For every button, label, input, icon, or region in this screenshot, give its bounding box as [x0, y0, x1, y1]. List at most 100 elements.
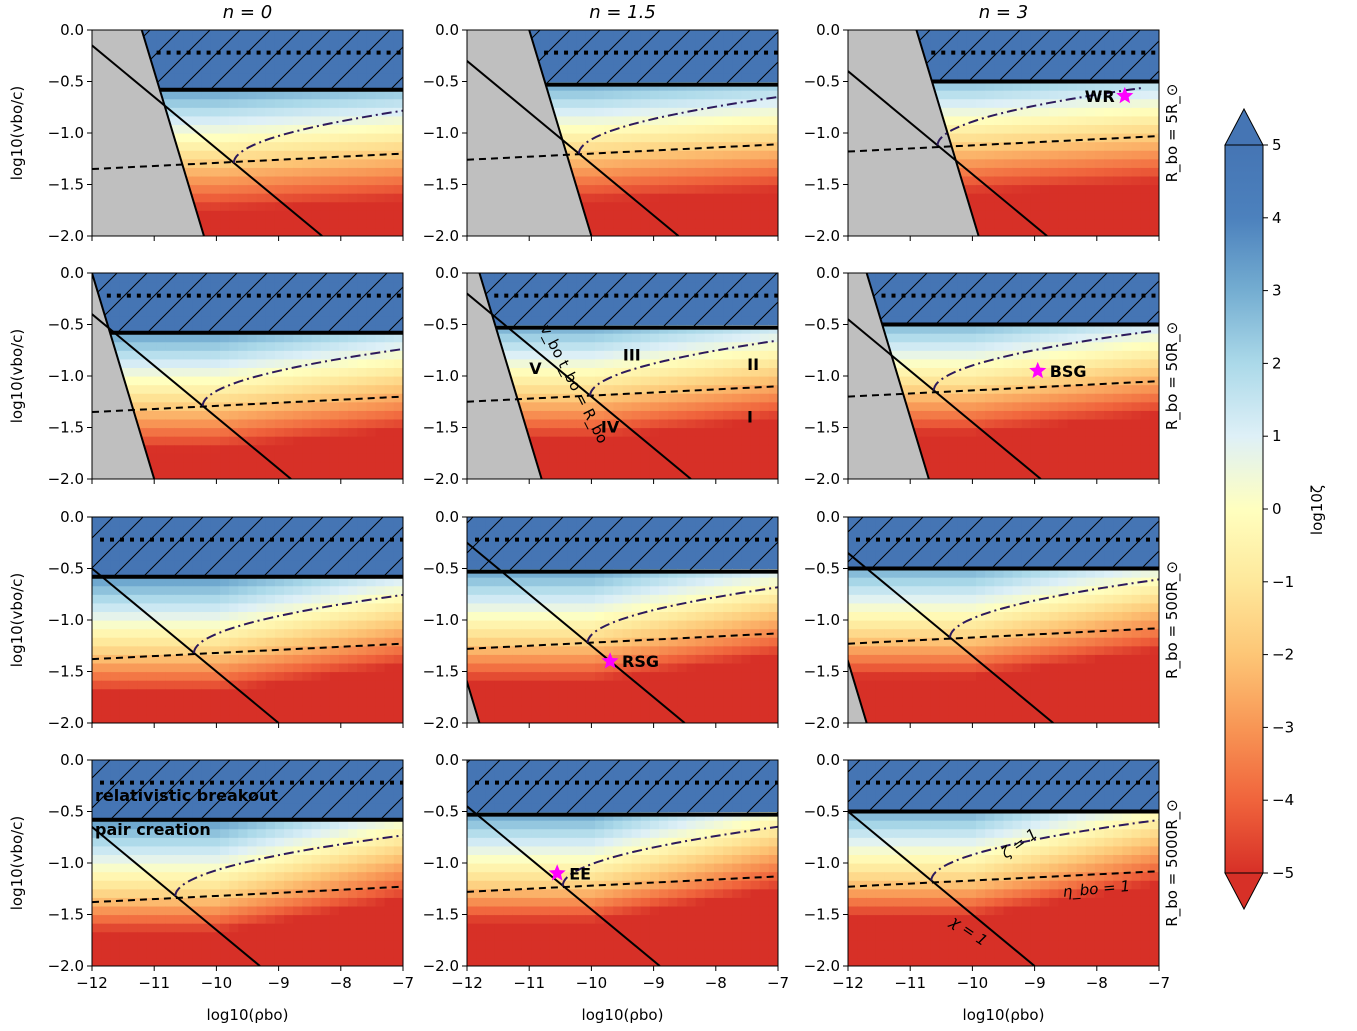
heatmap-cell [376, 428, 386, 437]
heatmap-cell [504, 333, 514, 342]
heatmap-cell [1077, 107, 1087, 116]
heatmap-cell [976, 159, 986, 168]
heatmap-cell [604, 227, 614, 236]
heatmap-cell [558, 462, 568, 471]
heatmap-cell [1113, 470, 1123, 479]
heatmap-cell [202, 453, 212, 462]
heatmap-cell [147, 393, 157, 402]
heatmap-cell [903, 342, 913, 351]
heatmap-cell [1013, 150, 1023, 159]
heatmap-cell [714, 428, 724, 437]
heatmap-cell [156, 453, 166, 462]
heatmap-cell [549, 436, 559, 445]
heatmap-cell [183, 445, 193, 454]
heatmap-cell [1049, 124, 1059, 133]
heatmap-cell [1004, 419, 1014, 428]
heatmap-cell [687, 367, 697, 376]
heatmap-cell [1022, 445, 1032, 454]
heatmap-cell [302, 99, 312, 108]
heatmap-cell [202, 210, 212, 219]
heatmap-cell [994, 150, 1004, 159]
heatmap-cell [677, 385, 687, 394]
heatmap-cell [604, 342, 614, 351]
heatmap-cell [1095, 393, 1105, 402]
heatmap-cell [751, 185, 761, 194]
heatmap-cell [1095, 359, 1105, 368]
heatmap-cell [385, 402, 395, 411]
heatmap-cell [976, 393, 986, 402]
heatmap-cell [650, 133, 660, 142]
heatmap-cell [339, 124, 349, 133]
heatmap-cell [1040, 90, 1050, 99]
heatmap-cell [1058, 333, 1068, 342]
heatmap-cell [211, 342, 221, 351]
heatmap-cell [985, 159, 995, 168]
heatmap-cell [293, 99, 303, 108]
heatmap-cell [330, 402, 340, 411]
heatmap-cell [741, 99, 751, 108]
heatmap-cell [976, 107, 986, 116]
heatmap-cell [659, 150, 669, 159]
heatmap-cell [1022, 133, 1032, 142]
heatmap-cell [1049, 176, 1059, 185]
heatmap-cell [302, 453, 312, 462]
heatmap-cell [312, 385, 322, 394]
heatmap-cell [1150, 210, 1160, 219]
heatmap-cell [1150, 227, 1160, 236]
heatmap-cell [147, 445, 157, 454]
heatmap-cell [339, 342, 349, 351]
heatmap-cell [220, 470, 230, 479]
heatmap-cell [994, 470, 1004, 479]
heatmap-cell [741, 428, 751, 437]
heatmap-cell [1113, 419, 1123, 428]
heatmap-cell [238, 133, 248, 142]
heatmap-cell [312, 107, 322, 116]
heatmap-cell [577, 350, 587, 359]
heatmap-cell [1040, 142, 1050, 151]
heatmap-cell [248, 453, 258, 462]
heatmap-cell [1004, 99, 1014, 108]
heatmap-cell [577, 133, 587, 142]
heatmap-cell [376, 133, 386, 142]
heatmap-cell [1013, 159, 1023, 168]
heatmap-cell [659, 376, 669, 385]
heatmap-cell [613, 159, 623, 168]
heatmap-cell [677, 193, 687, 202]
heatmap-cell [623, 227, 633, 236]
heatmap-cell [985, 350, 995, 359]
heatmap-cell [958, 107, 968, 116]
heatmap-cell [1058, 107, 1068, 116]
heatmap-cell [293, 350, 303, 359]
heatmap-cell [558, 116, 568, 125]
heatmap-cell [1086, 428, 1096, 437]
heatmap-cell [275, 410, 285, 419]
heatmap-cell [696, 116, 706, 125]
heatmap-cell [1086, 150, 1096, 159]
heatmap-cell [930, 462, 940, 471]
heatmap-cell [723, 428, 733, 437]
heatmap-cell [248, 133, 258, 142]
heatmap-cell [586, 99, 596, 108]
heatmap-cell [641, 428, 651, 437]
heatmap-cell [366, 359, 376, 368]
heatmap-cell [595, 99, 605, 108]
heatmap-cell [586, 185, 596, 194]
heatmap-cell [385, 116, 395, 125]
heatmap-cell [1077, 185, 1087, 194]
heatmap-cell [769, 124, 779, 133]
heatmap-cell [741, 133, 751, 142]
heatmap-cell [668, 393, 678, 402]
heatmap-cell [595, 116, 605, 125]
heatmap-cell [595, 159, 605, 168]
heatmap-cell [248, 107, 258, 116]
heatmap-cell [659, 393, 669, 402]
heatmap-cell [248, 393, 258, 402]
heatmap-cell [613, 107, 623, 116]
heatmap-cell [623, 142, 633, 151]
heatmap-cell [366, 133, 376, 142]
heatmap-cell [568, 419, 578, 428]
heatmap-cell [1077, 116, 1087, 125]
heatmap-cell [394, 159, 404, 168]
heatmap-cell [1013, 99, 1023, 108]
heatmap-cell [595, 367, 605, 376]
